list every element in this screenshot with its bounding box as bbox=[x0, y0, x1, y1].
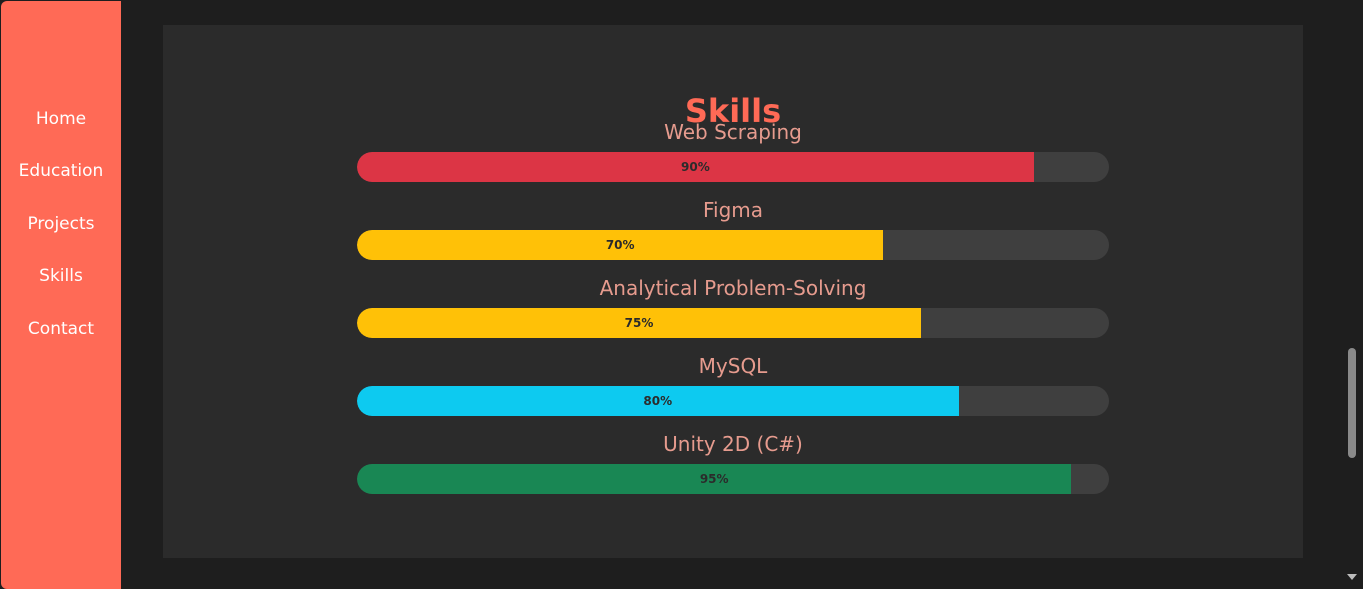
skill-progress-track: 75% bbox=[357, 308, 1109, 338]
scrollbar-thumb[interactable] bbox=[1348, 348, 1356, 458]
nav-item-projects[interactable]: Projects bbox=[27, 214, 95, 234]
skill-progress-fill: 80% bbox=[357, 386, 959, 416]
skills-section: Skills Web Scraping 90% Figma 70% Analyt… bbox=[163, 25, 1303, 558]
skill-label: Web Scraping bbox=[664, 120, 802, 144]
skill-label: MySQL bbox=[698, 354, 768, 378]
skill-progress-track: 80% bbox=[357, 386, 1109, 416]
skill-progress-track: 90% bbox=[357, 152, 1109, 182]
page-scrollbar[interactable] bbox=[1344, 0, 1363, 589]
skill-progress-fill: 75% bbox=[357, 308, 921, 338]
nav-item-skills[interactable]: Skills bbox=[39, 266, 83, 286]
skill-progress-track: 95% bbox=[357, 464, 1109, 494]
nav-item-contact[interactable]: Contact bbox=[27, 319, 95, 339]
skill-progress-fill: 90% bbox=[357, 152, 1034, 182]
scroll-down-arrow-icon[interactable] bbox=[1347, 574, 1357, 580]
nav-item-education[interactable]: Education bbox=[18, 161, 104, 181]
skill-progress-fill: 95% bbox=[357, 464, 1072, 494]
skill-label: Analytical Problem-Solving bbox=[599, 276, 867, 300]
sidebar: Home Education Projects Skills Contact bbox=[1, 1, 121, 589]
nav-item-home[interactable]: Home bbox=[35, 109, 87, 129]
skill-label: Unity 2D (C#) bbox=[663, 432, 803, 456]
section-title: Skills bbox=[684, 92, 782, 130]
skill-progress-fill: 70% bbox=[357, 230, 884, 260]
skill-progress-track: 70% bbox=[357, 230, 1109, 260]
skill-label: Figma bbox=[702, 198, 764, 222]
